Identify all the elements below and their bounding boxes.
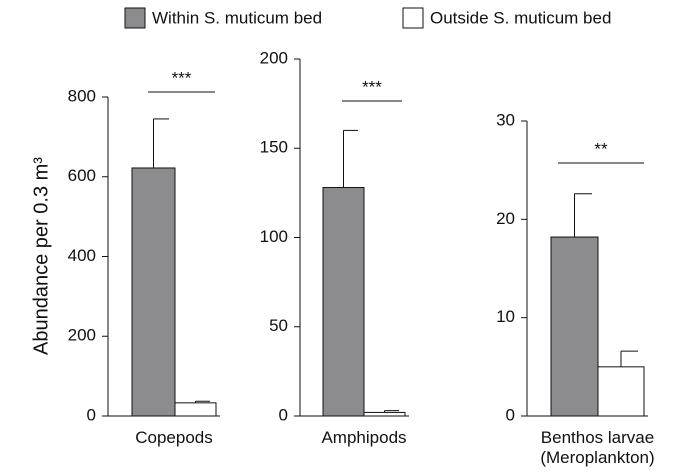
y-tick-label: 50 <box>269 316 288 335</box>
y-tick-label: 200 <box>260 48 288 67</box>
y-tick-label: 0 <box>506 405 515 424</box>
y-tick-label: 800 <box>68 86 96 105</box>
legend-label: Within S. muticum bed <box>152 8 322 27</box>
y-tick-label: 10 <box>496 307 515 326</box>
bar <box>363 411 406 417</box>
bar <box>131 167 176 417</box>
y-tick-label: 150 <box>260 138 288 157</box>
y-axis-label: Abundance per 0.3 m³ <box>30 157 52 355</box>
x-tick-label: Benthos larvae (Meroplankton) <box>540 428 655 467</box>
x-tick-label: Amphipods <box>321 428 407 447</box>
y-tick-label: 0 <box>279 405 288 424</box>
y-tick-label: 200 <box>68 326 96 345</box>
significance-label: *** <box>362 77 382 96</box>
y-tick-label: 20 <box>496 209 515 228</box>
y-tick-label: 600 <box>68 166 96 185</box>
y-tick-label: 400 <box>68 246 96 265</box>
significance-label: ** <box>594 139 608 158</box>
legend-label: Outside S. muticum bed <box>430 8 611 27</box>
y-tick-label: 0 <box>87 405 96 424</box>
x-label-box: Amphipods <box>321 428 407 447</box>
bar <box>322 187 365 417</box>
y-tick-label: 100 <box>260 227 288 246</box>
legend-swatch <box>402 7 424 29</box>
bar <box>550 236 599 417</box>
significance-label: *** <box>172 68 192 87</box>
legend-swatch <box>124 7 146 29</box>
x-label-box: Copepods <box>135 428 213 447</box>
x-label-box: Benthos larvae (Meroplankton) <box>540 428 655 467</box>
y-tick-label: 30 <box>496 110 515 129</box>
bar <box>597 366 645 417</box>
x-tick-label: Copepods <box>135 428 213 447</box>
bar <box>174 402 217 417</box>
